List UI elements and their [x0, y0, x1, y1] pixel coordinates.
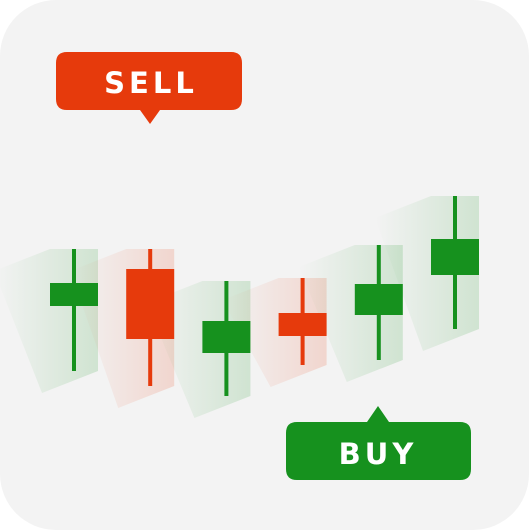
buy-label-shape — [286, 406, 471, 480]
sell-label-text: SELL — [104, 66, 198, 100]
candle-5-body — [354, 284, 403, 315]
candle-2-body — [126, 269, 175, 339]
candle-1-wick — [72, 249, 76, 371]
sell-label-shape — [56, 52, 242, 124]
buy-label: BUY — [286, 406, 471, 480]
candle-3-body — [202, 321, 251, 353]
candle-4-body — [278, 313, 327, 336]
candle-1-body — [50, 283, 98, 306]
candle-shadows — [0, 196, 479, 418]
candles — [50, 196, 479, 396]
buy-label-text: BUY — [339, 437, 418, 471]
candle-6-body — [431, 239, 479, 275]
sell-label: SELL — [56, 52, 242, 124]
